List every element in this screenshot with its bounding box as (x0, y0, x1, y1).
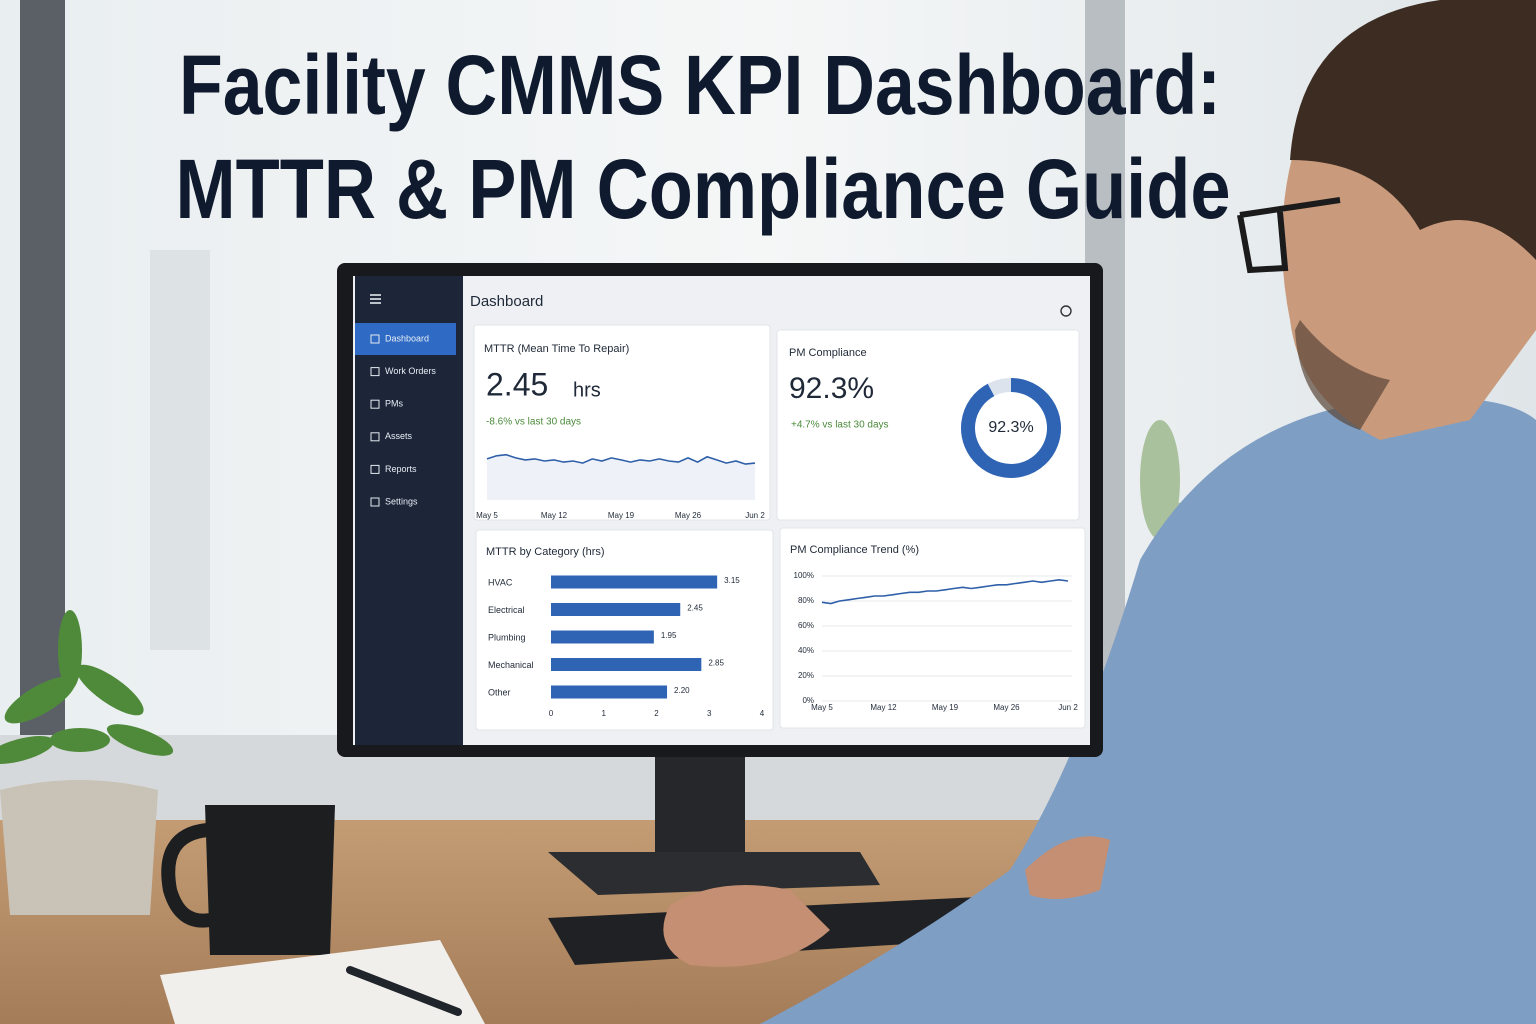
category-label: Plumbing (488, 632, 526, 642)
x-tick-label: 2 (654, 709, 659, 718)
plant-pot (0, 780, 158, 915)
x-tick-label: May 5 (811, 703, 833, 712)
x-tick-label: May 19 (608, 511, 635, 520)
nav-item[interactable]: Dashboard (385, 333, 429, 343)
nav-item[interactable]: PMs (385, 399, 404, 409)
plant (0, 610, 174, 764)
headline: MTTR & PM Compliance Guide (176, 142, 1231, 236)
nav-icon (370, 367, 380, 377)
menu-icon[interactable] (370, 294, 381, 304)
value-label: 2.45 (687, 604, 703, 613)
x-tick-label: Jun 2 (1058, 703, 1078, 712)
person-hair (1290, 0, 1536, 260)
y-tick-label: 60% (798, 621, 814, 630)
glasses (1237, 197, 1341, 274)
x-tick-label: May 26 (675, 511, 702, 520)
bar (551, 575, 718, 589)
x-tick-label: 1 (602, 709, 607, 718)
nav-item[interactable]: Assets (385, 431, 413, 441)
card (779, 527, 1086, 729)
line-series (486, 453, 756, 465)
card-title: PM Compliance (789, 347, 867, 359)
bar (551, 603, 681, 616)
kpi-value: 2.45 (486, 366, 548, 402)
y-tick-label: 80% (798, 596, 814, 605)
x-tick-label: May 26 (993, 703, 1020, 712)
bar (551, 630, 654, 644)
mug-handle (161, 823, 212, 928)
value-label: 2.85 (708, 659, 724, 668)
nav-item[interactable]: Settings (385, 496, 418, 506)
x-tick-label: 0 (549, 709, 554, 718)
monitor-base (548, 852, 880, 895)
category-label: Mechanical (488, 660, 534, 670)
donut-label: 92.3% (988, 419, 1033, 436)
nav-item[interactable]: Reports (385, 464, 417, 474)
donut-arc (961, 378, 1061, 478)
building (150, 250, 210, 650)
category-label: Other (488, 687, 511, 697)
y-tick-label: 40% (798, 646, 814, 655)
nav-active (355, 323, 456, 355)
x-tick-label: May 19 (932, 703, 959, 712)
card (475, 529, 774, 731)
x-tick-label: May 12 (541, 511, 568, 520)
mug (205, 805, 335, 955)
card-title: MTTR by Category (hrs) (486, 546, 605, 558)
notebook (160, 940, 485, 1024)
category-label: HVAC (488, 577, 513, 587)
headline: Facility CMMS KPI Dashboard: (179, 38, 1221, 132)
value-label: 2.20 (674, 686, 690, 695)
person-hand (1025, 836, 1110, 899)
kpi-change: -8.6% vs last 30 days (486, 417, 581, 428)
x-tick-label: 4 (760, 709, 765, 718)
pen (346, 966, 462, 1016)
card-title: MTTR (Mean Time To Repair) (484, 343, 629, 355)
bar (551, 658, 702, 671)
y-tick-label: 0% (802, 696, 814, 705)
nav-icon (370, 497, 380, 507)
nav-icon (370, 334, 380, 344)
bar (551, 685, 668, 699)
y-tick-label: 20% (798, 671, 814, 680)
monitor-stand (655, 757, 745, 857)
x-tick-label: 3 (707, 709, 712, 718)
x-tick-label: Jun 2 (745, 511, 765, 520)
line-area (487, 454, 755, 500)
nav-icon (370, 464, 380, 474)
value-label: 1.95 (661, 631, 677, 640)
notification-icon[interactable] (1060, 305, 1072, 317)
line-series (821, 578, 1069, 605)
kpi-value: 92.3% (789, 372, 874, 405)
person-hand (663, 885, 830, 967)
category-label: Electrical (488, 605, 525, 615)
kpi-change: +4.7% vs last 30 days (791, 420, 889, 431)
person-beard (1295, 320, 1390, 430)
person-shirt (760, 397, 1536, 1024)
x-tick-label: May 5 (476, 511, 498, 520)
nav-icon (370, 399, 380, 409)
nav-icon (370, 432, 380, 442)
kpi-unit: hrs (573, 379, 601, 401)
y-tick-label: 100% (794, 571, 814, 580)
value-label: 3.15 (724, 576, 740, 585)
page-title: Dashboard (470, 293, 543, 310)
x-tick-label: May 12 (870, 703, 897, 712)
card-title: PM Compliance Trend (%) (790, 544, 919, 556)
nav-item[interactable]: Work Orders (385, 366, 436, 376)
